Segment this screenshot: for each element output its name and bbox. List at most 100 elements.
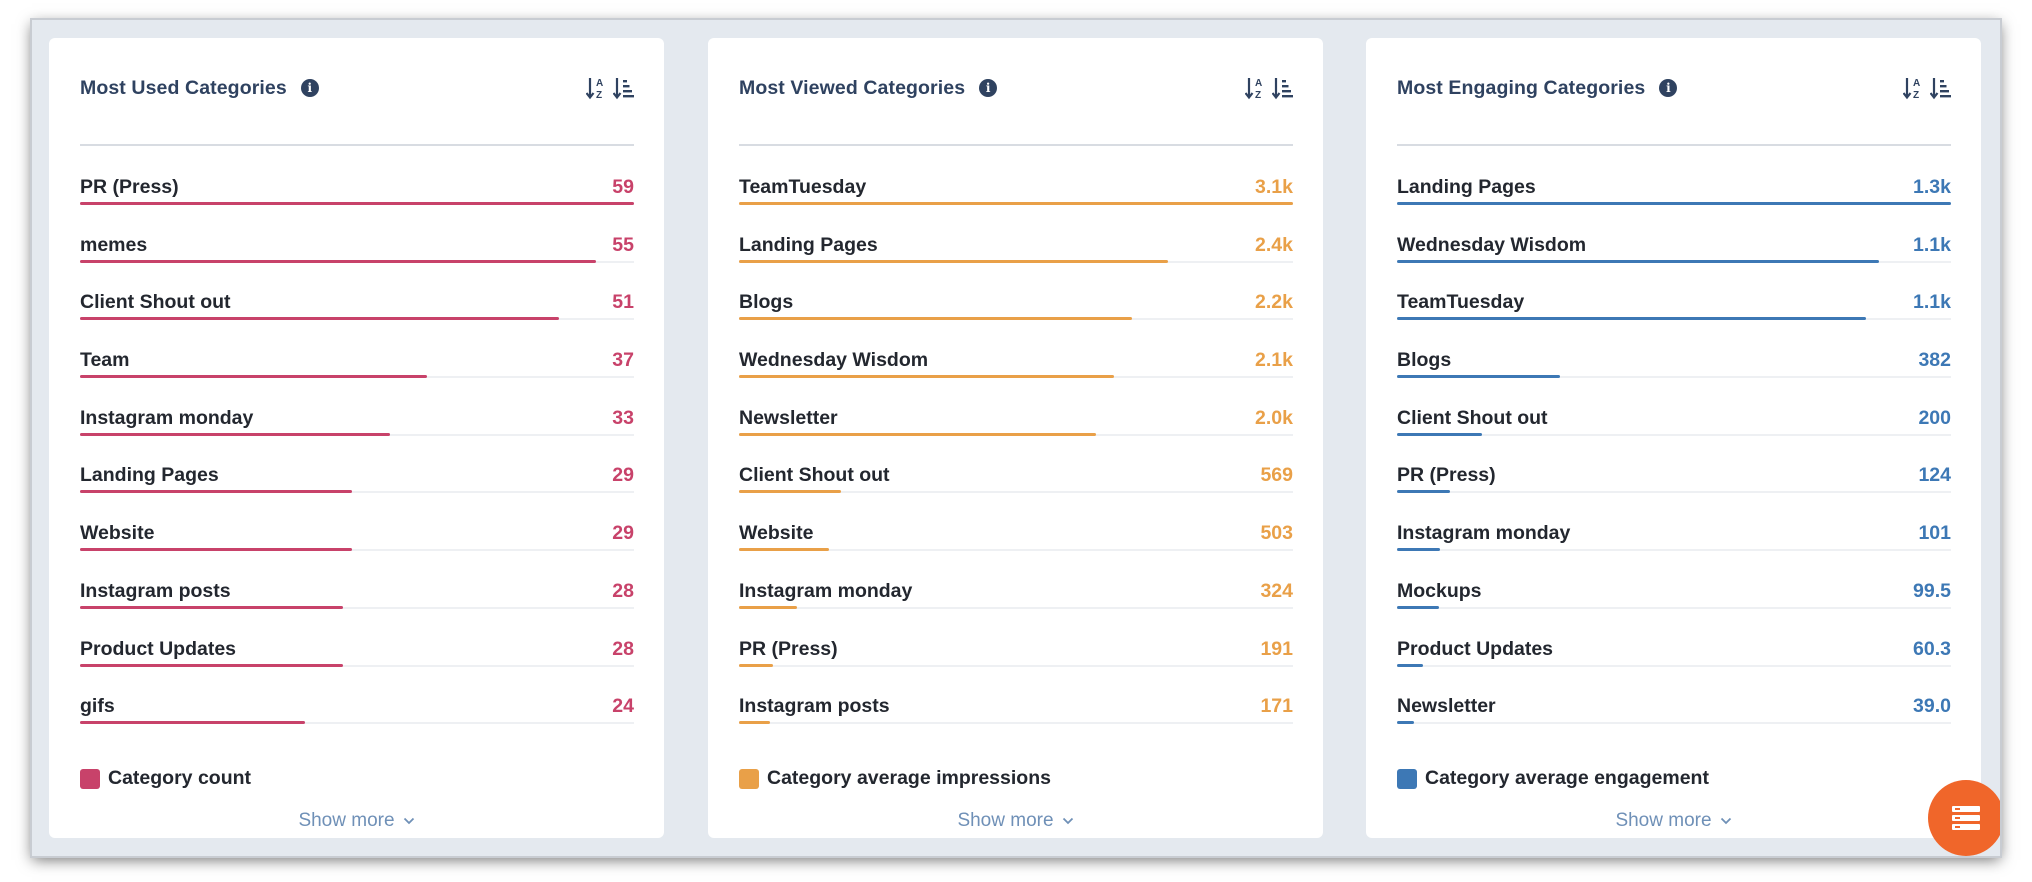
category-label: Instagram monday — [80, 406, 254, 429]
bar-track — [1397, 549, 1951, 552]
bar-row[interactable]: Client Shout out 200 — [1397, 389, 1951, 447]
floating-action-button[interactable] — [1928, 780, 2000, 856]
category-label: Wednesday Wisdom — [739, 349, 929, 372]
value-label: 33 — [612, 406, 634, 429]
show-more-button[interactable]: Show more — [708, 810, 1323, 832]
bar-row[interactable]: memes 55 — [80, 216, 634, 274]
show-more-button[interactable]: Show more — [49, 810, 664, 832]
bar-row[interactable]: PR (Press) 59 — [80, 158, 634, 216]
legend-swatch — [80, 768, 100, 789]
bar — [739, 490, 841, 494]
category-label: TeamTuesday — [1397, 291, 1525, 314]
sort-alpha-icon[interactable]: AZ — [1245, 76, 1266, 100]
info-icon[interactable]: i — [300, 79, 319, 97]
category-label: Blogs — [1397, 349, 1452, 372]
bar-row[interactable]: PR (Press) 124 — [1397, 446, 1951, 504]
svg-text:Z: Z — [1913, 90, 1919, 100]
show-more-button[interactable]: Show more — [1366, 810, 1981, 832]
category-label: Landing Pages — [739, 233, 878, 256]
value-label: 24 — [612, 695, 634, 718]
card-title: Most Used Categories — [80, 76, 287, 99]
bar-row[interactable]: Newsletter 2.0k — [739, 389, 1293, 447]
value-label: 2.2k — [1255, 291, 1293, 314]
bar-track — [1397, 491, 1951, 494]
value-label: 382 — [1918, 349, 1951, 372]
bar-row[interactable]: Product Updates 28 — [80, 620, 634, 678]
card-title: Most Engaging Categories — [1397, 76, 1646, 99]
bar-row[interactable]: Blogs 2.2k — [739, 273, 1293, 331]
value-label: 29 — [612, 522, 634, 545]
sort-alpha-icon[interactable]: AZ — [1903, 76, 1924, 100]
sort-amount-icon[interactable] — [1272, 76, 1293, 100]
bar-row[interactable]: Product Updates 60.3 — [1397, 620, 1951, 678]
sort-alpha-icon[interactable]: AZ — [586, 76, 607, 100]
bar-row[interactable]: TeamTuesday 3.1k — [739, 158, 1293, 216]
category-label: Newsletter — [739, 406, 838, 429]
legend-swatch — [739, 768, 759, 789]
category-label: PR (Press) — [739, 637, 838, 660]
bar-row[interactable]: Landing Pages 1.3k — [1397, 158, 1951, 216]
bar — [80, 202, 634, 205]
bar-row[interactable]: Instagram monday 33 — [80, 389, 634, 447]
bar — [739, 663, 774, 667]
value-label: 59 — [612, 176, 634, 198]
category-label: Landing Pages — [80, 464, 219, 487]
bar-row[interactable]: Website 29 — [80, 504, 634, 562]
sort-amount-icon[interactable] — [1930, 76, 1951, 100]
chart-legend: Category average engagement — [1397, 767, 1709, 790]
show-more-label: Show more — [957, 810, 1054, 831]
category-label: Blogs — [739, 291, 794, 314]
bar-track — [80, 722, 634, 725]
card-header: Most Used Categories i A Z — [80, 68, 634, 108]
sort-amount-icon[interactable] — [613, 76, 634, 100]
bar-row[interactable]: Team 37 — [80, 331, 634, 389]
bar-row[interactable]: Client Shout out 569 — [739, 446, 1293, 504]
card-title: Most Viewed Categories — [739, 76, 966, 99]
bar-list: PR (Press) 59 memes 55 Client Shout out 51 Tea… — [80, 158, 634, 735]
bar-row[interactable]: Wednesday Wisdom 1.1k — [1397, 216, 1951, 274]
bar — [80, 432, 390, 436]
value-label: 99.5 — [1913, 579, 1951, 602]
bar — [1397, 202, 1951, 205]
bar-track — [739, 549, 1293, 552]
bar — [1397, 375, 1560, 379]
bar-row[interactable]: Client Shout out 51 — [80, 273, 634, 331]
category-label: Website — [739, 522, 814, 545]
bar-row[interactable]: Instagram posts 28 — [80, 562, 634, 620]
bar-row[interactable]: Wednesday Wisdom 2.1k — [739, 331, 1293, 389]
bar-row[interactable]: TeamTuesday 1.1k — [1397, 273, 1951, 331]
bar-track — [80, 549, 634, 552]
svg-text:A: A — [596, 78, 603, 89]
category-label: Mockups — [1397, 579, 1482, 602]
category-label: PR (Press) — [80, 176, 179, 198]
bar — [739, 202, 1293, 205]
bar-track — [1397, 376, 1951, 379]
svg-text:Z: Z — [596, 90, 602, 100]
bar-row[interactable]: Website 503 — [739, 504, 1293, 562]
list-icon — [1952, 806, 1980, 830]
header-divider — [739, 144, 1293, 146]
category-label: Team — [80, 349, 130, 372]
value-label: 2.4k — [1255, 233, 1293, 256]
legend-label: Category average engagement — [1425, 767, 1709, 789]
bar-row[interactable]: Instagram monday 101 — [1397, 504, 1951, 562]
bar-row[interactable]: Newsletter 39.0 — [1397, 677, 1951, 735]
bar-row[interactable]: PR (Press) 191 — [739, 620, 1293, 678]
value-label: 3.1k — [1255, 176, 1293, 198]
category-label: Wednesday Wisdom — [1397, 233, 1587, 256]
bar-row[interactable]: Blogs 382 — [1397, 331, 1951, 389]
bar-row[interactable]: Landing Pages 29 — [80, 446, 634, 504]
bar-row[interactable]: gifs 24 — [80, 677, 634, 735]
bar — [1397, 259, 1879, 263]
bar — [80, 663, 343, 667]
bar-row[interactable]: Instagram posts 171 — [739, 677, 1293, 735]
info-icon[interactable]: i — [1659, 79, 1678, 97]
category-label: Newsletter — [1397, 695, 1496, 718]
bar-row[interactable]: Instagram monday 324 — [739, 562, 1293, 620]
bar-row[interactable]: Landing Pages 2.4k — [739, 216, 1293, 274]
legend-label: Category average impressions — [767, 767, 1051, 789]
info-icon[interactable]: i — [979, 79, 998, 97]
bar-row[interactable]: Mockups 99.5 — [1397, 562, 1951, 620]
